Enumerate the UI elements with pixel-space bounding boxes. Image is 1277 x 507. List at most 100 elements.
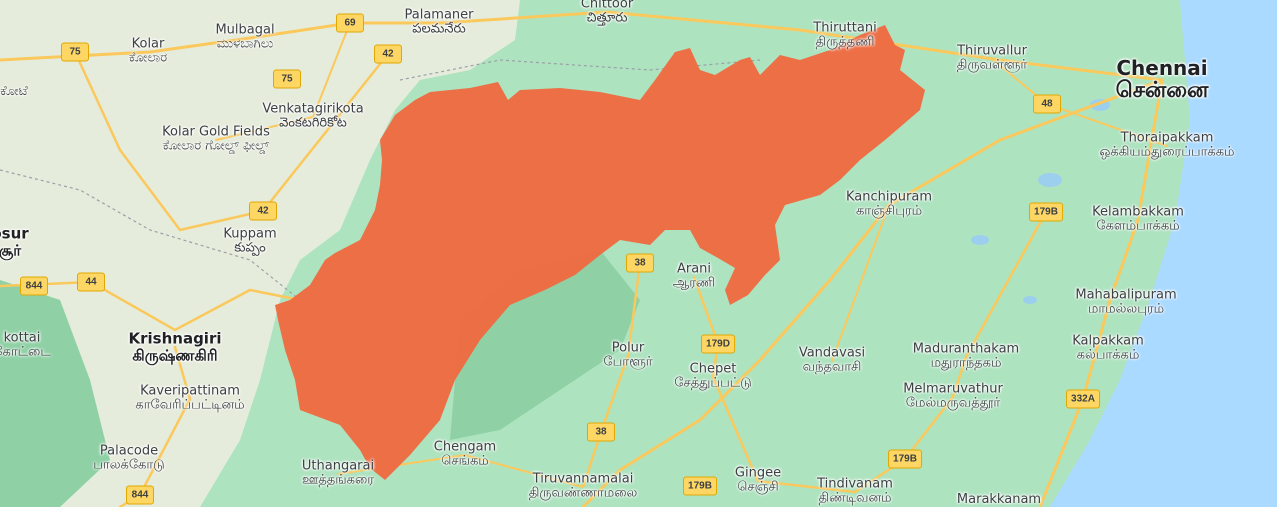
place-label-polur[interactable]: Polur போளூர் [603, 340, 652, 371]
state-boundary [0, 169, 301, 301]
highway-shield-48: 48 [1033, 94, 1061, 114]
place-name: Uthangarai [301, 458, 375, 474]
place-label-kaveripattinam[interactable]: Kaveripattinam காவேரிப்பட்டினம் [135, 383, 245, 414]
highway-shield-844a: 844 [20, 276, 48, 296]
highway-shield-44: 44 [77, 272, 105, 292]
place-label-thiruttani[interactable]: Thiruttani திருத்தணி [813, 21, 876, 51]
place-local-name: செங்கம் [441, 454, 489, 469]
state-boundary [399, 59, 761, 81]
place-label-tiruvannamalai[interactable]: Tiruvannamalai திருவண்ணாமலை [528, 472, 638, 502]
place-label-palamaner[interactable]: Palamaner పలమనేరు [404, 7, 474, 38]
place-label-kottai[interactable]: kottai கோட்டை [0, 330, 51, 361]
place-local-name: சென்னை [1115, 77, 1209, 103]
highway-shield-332a: 332A [1066, 389, 1100, 409]
place-label-tindivanam[interactable]: Tindivanam திண்டிவனம் [817, 476, 893, 507]
place-name: Kalpakkam [1072, 333, 1144, 349]
place-label-vandavasi[interactable]: Vandavasi வந்தவாசி [798, 345, 866, 376]
place-name: Chennai [1116, 55, 1208, 80]
place-name: Palacode [99, 443, 159, 459]
place-local-name: மாமல்லபுரம் [1087, 302, 1165, 317]
place-label-kolargold[interactable]: Kolar Gold Fields ಕೋಲಾರ ಗೋಲ್ಡ್ ಫೀಲ್ಡ್ [162, 124, 270, 155]
place-name: Palamaner [404, 7, 474, 23]
highway-shield-179b-c: 179B [683, 476, 717, 496]
place-local-name: மேல்மருவத்தூர் [905, 396, 1001, 411]
place-name: Vandavasi [798, 345, 866, 361]
place-local-name: ಮುಳಬಾಗಿಲು [216, 37, 274, 52]
place-label-kanchipuram[interactable]: Kanchipuram காஞ்சிபுரம் [846, 190, 932, 220]
highway-shield-75b: 75 [273, 69, 301, 89]
place-label-chengam[interactable]: Chengam செங்கம் [433, 439, 497, 470]
place-label-chennai[interactable]: Chennai சென்னை [1116, 57, 1209, 103]
place-label-melmaruvathur[interactable]: Melmaruvathur மேல்மருவத்தூர் [903, 381, 1003, 412]
place-name: Polur [611, 340, 645, 356]
place-name: Kolar [131, 36, 165, 52]
place-local-name: திருவண்ணாமலை [528, 486, 638, 501]
place-name: Melmaruvathur [903, 381, 1003, 397]
place-name: kottai [3, 330, 41, 346]
place-label-chittoor[interactable]: Chittoor చిత్తూరు [581, 0, 633, 26]
forest-hills [0, 280, 110, 507]
lake [971, 235, 989, 245]
place-label-kolar[interactable]: Kolar ಕೋಲಾರ [128, 36, 168, 67]
highlighted-region [275, 25, 925, 480]
place-local-name: மதுராந்தகம் [930, 356, 1002, 371]
highway-shield-42a: 42 [374, 44, 402, 64]
place-label-hosur[interactable]: osurசூர் [0, 225, 29, 259]
lake [1038, 173, 1062, 187]
place-label-mulbagal[interactable]: Mulbagal ಮುಳಬಾಗಿಲು [215, 22, 275, 53]
place-local-name: వెంకటగిరికోట [279, 116, 347, 131]
place-name: Mulbagal [215, 22, 275, 38]
place-local-name: கேளம்பாக்கம் [1096, 219, 1180, 234]
place-local-name: செஞ்சி [737, 480, 779, 495]
place-local-name: சேத்துப்பட்டு [674, 376, 752, 391]
place-local-name: காவேரிப்பட்டினம் [135, 398, 245, 413]
road [73, 50, 390, 232]
road [215, 22, 351, 141]
place-name: Gingee [734, 465, 782, 481]
place-label-maduranthakam[interactable]: Maduranthakam மதுராந்தகம் [913, 342, 1019, 372]
highway-shield-42b: 42 [249, 201, 277, 221]
place-label-mahabalipuram[interactable]: Mahabalipuram மாமல்லபுரம் [1075, 288, 1176, 318]
place-name: Tindivanam [817, 476, 893, 492]
place-label-venkatagirikota[interactable]: Venkatagirikota వెంకటగిరికోట [262, 102, 363, 132]
place-label-kote[interactable]: ಕೋಟೆ [0, 83, 28, 99]
place-local-name: திருத்தணி [815, 35, 875, 50]
place-name: Kelambakkam [1092, 204, 1184, 220]
highway-shield-179b-b: 179B [888, 449, 922, 469]
place-label-chepet[interactable]: Chepet சேத்துப்பட்டு [674, 361, 752, 392]
place-local-name: ஊத்தங்கரை [301, 473, 375, 488]
highway-shield-38b: 38 [587, 422, 615, 442]
place-label-gingee[interactable]: Gingee செஞ்சி [734, 465, 782, 496]
place-label-thoraipakkam[interactable]: Thoraipakkam ஒக்கியம்துரைப்பாக்கம் [1100, 130, 1235, 161]
place-local-name: பாலக்கோடு [93, 458, 165, 473]
place-name: Thoraipakkam [1120, 130, 1214, 146]
place-label-kalpakkam[interactable]: Kalpakkam கல்பாக்கம் [1072, 333, 1144, 364]
place-local-name: திருவள்ளூர் [956, 58, 1028, 73]
place-label-marakkanam[interactable]: Marakkanam [957, 492, 1041, 507]
place-local-name: சூர் [0, 241, 22, 259]
place-label-palacode[interactable]: Palacode பாலக்கோடு [93, 443, 165, 474]
place-local-name: ಕೋಲಾರ ಗೋಲ್ಡ್ ಫೀಲ್ಡ್ [162, 139, 270, 154]
plateau-terrain [0, 0, 520, 507]
place-local-name: கிருஷ்ணகிரி [132, 346, 218, 364]
place-name: Kaveripattinam [140, 383, 240, 399]
place-local-name: வந்தவாசி [802, 360, 862, 375]
place-name: Krishnagiri [128, 329, 222, 348]
place-name: Chepet [689, 361, 737, 377]
place-label-arani[interactable]: Arani ஆரணி [673, 262, 716, 292]
place-local-name: పలమనేరు [412, 22, 466, 37]
place-label-krishnagiri[interactable]: Krishnagiri கிருஷ்ணகிரி [128, 329, 222, 364]
place-label-thiruvallur[interactable]: Thiruvallur திருவள்ளூர் [956, 44, 1028, 74]
place-label-kelambakkam[interactable]: Kelambakkam கேளம்பாக்கம் [1092, 204, 1184, 235]
place-label-kuppam[interactable]: Kuppam కుప్పం [223, 227, 276, 257]
place-local-name: கல்பாக்கம் [1076, 348, 1140, 363]
place-local-name: ಕೋಟೆ [0, 83, 28, 99]
place-local-name: கோட்டை [0, 345, 51, 360]
place-name: Kolar Gold Fields [162, 124, 270, 140]
highway-shield-75a: 75 [61, 42, 89, 62]
place-label-uthangarai[interactable]: Uthangarai ஊத்தங்கரை [301, 458, 375, 489]
place-local-name: ಕೋಲಾರ [128, 51, 168, 66]
place-name: Chengam [433, 439, 497, 455]
